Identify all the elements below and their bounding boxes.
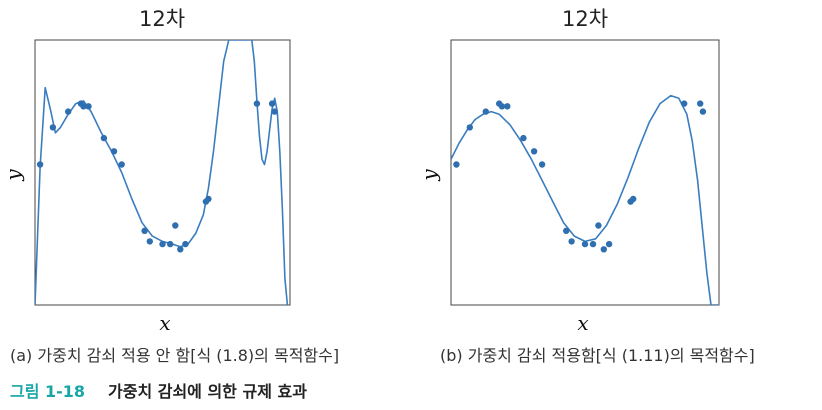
panel-b-data-point xyxy=(699,108,707,115)
panel-b-data-point xyxy=(581,240,589,248)
panel-b-data-point xyxy=(697,100,704,107)
figure-caption-number: 그림 1-18 xyxy=(10,382,85,401)
panel-b-fit-curve xyxy=(451,94,719,305)
panel-a-caption: (a) 가중치 감쇠 적용 안 함[식 (1.8)의 목적함수] xyxy=(10,346,339,365)
panel-a: 12차 y x (a) 가중치 감쇠 적용 안 함[식 (1.8)의 목적함수] xyxy=(1,7,339,365)
panel-a-marks xyxy=(35,40,289,305)
panel-b-data-point xyxy=(600,246,607,253)
panel-a-data-point xyxy=(177,246,184,253)
panel-b-data-point xyxy=(538,161,546,168)
panel-b: 12차 y x (b) 가중치 감쇠 적용함[식 (1.11)의 목적함수] xyxy=(417,7,755,365)
panel-a-data-point xyxy=(268,100,276,107)
panel-b-data-point xyxy=(681,100,688,107)
panel-a-data-point xyxy=(182,240,189,248)
figure-caption-text: 가중치 감쇠에 의한 규제 효과 xyxy=(108,382,307,401)
panel-a-plot-area xyxy=(34,39,291,306)
panel-b-caption: (b) 가중치 감쇠 적용함[식 (1.11)의 목적함수] xyxy=(440,346,755,365)
panel-b-data-point xyxy=(605,240,613,248)
panel-a-data-point xyxy=(146,238,153,245)
panel-a-data-point xyxy=(172,222,179,229)
panel-b-data-point xyxy=(453,161,460,168)
panel-a-data-point xyxy=(141,227,148,234)
panel-b-data-point xyxy=(482,108,489,115)
panel-a-data-point xyxy=(167,240,174,248)
panel-a-data-point xyxy=(85,103,92,110)
panel-b-data-point xyxy=(563,227,570,234)
panel-b-data-point xyxy=(595,222,602,229)
panel-b-data-point xyxy=(520,134,527,142)
panel-a-data-point xyxy=(36,161,44,168)
panel-a-data-point xyxy=(110,148,118,155)
panel-b-data-point xyxy=(530,148,538,155)
panel-b-plot-area xyxy=(450,39,720,306)
panel-a-data-point xyxy=(271,108,278,115)
panel-b-data-point xyxy=(498,103,506,110)
panel-a-ylabel: y xyxy=(1,169,25,182)
panel-a-xlabel: x xyxy=(159,311,170,335)
panel-b-data-point xyxy=(589,240,597,248)
panel-b-title: 12차 xyxy=(562,7,608,31)
panel-b-marks xyxy=(451,94,719,305)
panel-a-data-point xyxy=(118,161,125,168)
panel-a-data-point xyxy=(65,108,72,115)
panel-b-xlabel: x xyxy=(577,311,588,335)
panel-b-data-point xyxy=(504,103,511,110)
panel-a-data-point xyxy=(49,124,57,131)
panel-b-ylabel: y xyxy=(417,169,441,182)
panel-b-data-point xyxy=(568,238,575,245)
panel-a-data-point xyxy=(159,240,166,248)
panel-a-title: 12차 xyxy=(139,7,185,31)
panel-b-data-point xyxy=(630,195,637,203)
figure-caption: 그림 1-18 가중치 감쇠에 의한 규제 효과 xyxy=(10,382,307,401)
panel-a-data-point xyxy=(205,195,212,203)
panel-a-data-point xyxy=(80,103,87,110)
panel-a-data-point xyxy=(100,134,108,142)
panel-a-data-point xyxy=(253,100,261,107)
panel-b-data-point xyxy=(466,124,473,131)
